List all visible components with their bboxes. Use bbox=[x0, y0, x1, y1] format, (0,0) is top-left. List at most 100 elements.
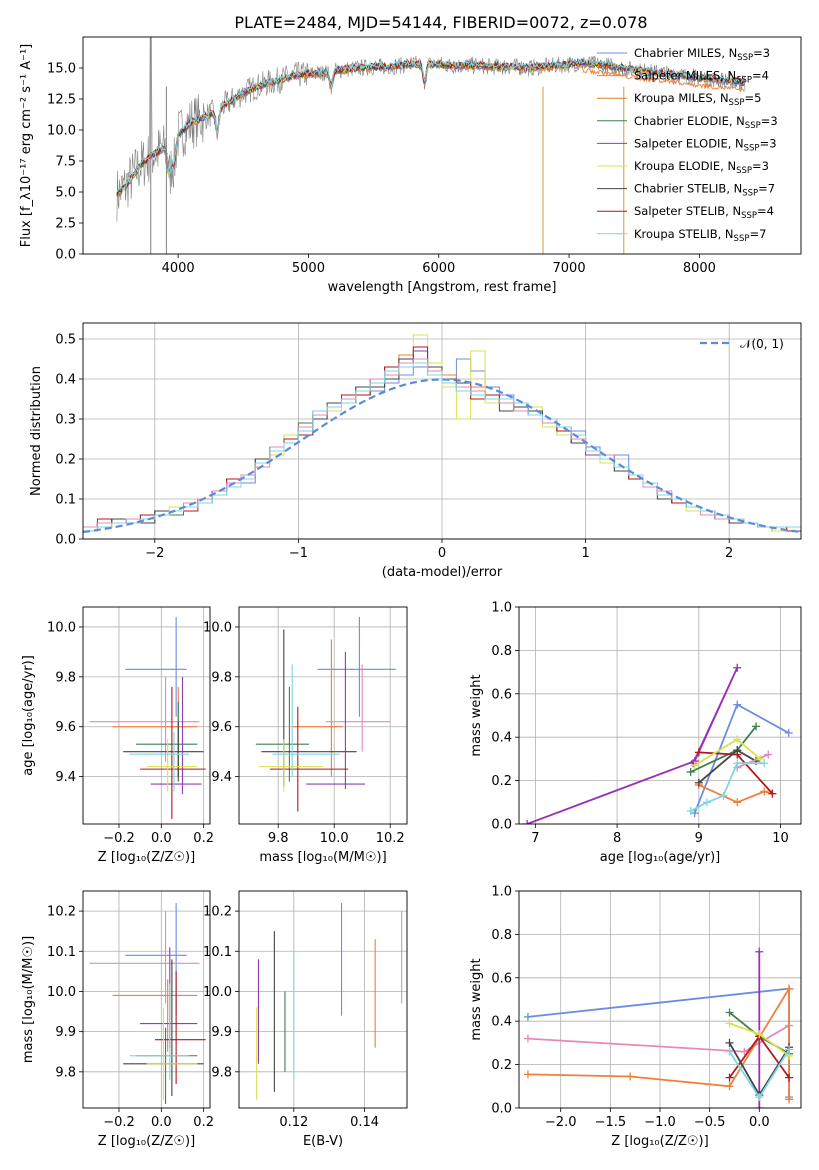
legend-label: Salpeter STELIB, NSSP=4 bbox=[634, 204, 774, 221]
series-marker bbox=[764, 750, 773, 759]
x-tick-label: 9.8 bbox=[268, 831, 289, 846]
x-tick-label: 7 bbox=[531, 831, 539, 846]
x-tick-label: 9 bbox=[695, 831, 703, 846]
series-marker bbox=[626, 1072, 635, 1081]
legend-label-eq: =3 bbox=[753, 46, 770, 60]
series-marker bbox=[523, 1012, 532, 1021]
series-marker bbox=[785, 1073, 794, 1082]
y-tick-label: 9.6 bbox=[211, 720, 232, 735]
axes-frame bbox=[82, 322, 802, 540]
y-tick-label: 2.5 bbox=[55, 217, 76, 232]
x-axis-label: age [log₁₀(age/yr)] bbox=[600, 850, 721, 865]
series-marker bbox=[755, 1030, 764, 1039]
y-tick-label: 0.2 bbox=[491, 774, 512, 789]
y-tick-label: 10.2 bbox=[47, 905, 76, 920]
plot-area bbox=[256, 903, 403, 1100]
x-axis-label: Z [log₁₀(Z/Z☉)] bbox=[611, 1134, 708, 1149]
axes-frame bbox=[238, 606, 408, 825]
series-marker bbox=[686, 806, 695, 815]
legend-label-text: Chabrier STELIB, N bbox=[634, 182, 742, 196]
x-axis-label: Z [log₁₀(Z/Z☉)] bbox=[98, 850, 195, 865]
y-axis-label: mass [log₁₀(M/M☉)] bbox=[21, 936, 36, 1063]
x-tick-label: −0.2 bbox=[103, 831, 135, 846]
y-tick-label: 0.0 bbox=[55, 248, 76, 263]
chart-ebv_vs_mass: 0.12 0.14 9.8 9.9 10.0 10.1 10.2 E(B-V) bbox=[203, 890, 408, 1149]
chart-residuals: −2 −1 0 1 2 0.0 0.1 0.2 0.3 0.4 0.5 (data-model)/er… bbox=[29, 322, 802, 580]
series-marker bbox=[690, 809, 699, 818]
legend-label-sub: SSP bbox=[736, 166, 752, 176]
y-tick-label: 7.5 bbox=[55, 155, 76, 170]
x-axis-label: (data-model)/error bbox=[382, 565, 503, 580]
legend-label: Kroupa ELODIE, NSSP=3 bbox=[634, 159, 769, 176]
y-tick-label: 9.4 bbox=[211, 770, 232, 785]
series-marker bbox=[733, 746, 742, 755]
y-tick-label: 15.0 bbox=[47, 62, 76, 77]
series-marker bbox=[756, 754, 765, 763]
y-tick-label: 0.2 bbox=[55, 453, 76, 468]
legend-label: Chabrier STELIB, NSSP=7 bbox=[634, 182, 775, 199]
plot-area bbox=[523, 663, 793, 824]
legend-label-text: Kroupa MILES, N bbox=[634, 91, 729, 105]
axes-frame bbox=[518, 890, 802, 1109]
legend-label-sub: SSP bbox=[736, 76, 752, 86]
series-marker bbox=[725, 1008, 734, 1017]
figure-title: PLATE=2484, MJD=54144, FIBERID=0072, z=0… bbox=[234, 13, 647, 32]
y-tick-label: 0.8 bbox=[491, 644, 512, 659]
legend-label-eq: =3 bbox=[752, 159, 769, 173]
y-tick-label: 10.1 bbox=[47, 945, 76, 960]
y-tick-label: 9.6 bbox=[55, 720, 76, 735]
legend-label-sub: SSP bbox=[742, 189, 758, 199]
plot-area bbox=[255, 616, 396, 812]
legend-label: Kroupa MILES, NSSP=5 bbox=[634, 91, 761, 108]
plot-area bbox=[89, 616, 206, 820]
y-tick-label: 0.1 bbox=[55, 493, 76, 508]
y-tick-label: 9.8 bbox=[55, 1065, 76, 1080]
y-tick-label: 10.0 bbox=[47, 985, 76, 1000]
y-tick-label: 0.6 bbox=[491, 687, 512, 702]
y-tick-label: 9.8 bbox=[211, 1065, 232, 1080]
series-marker bbox=[694, 748, 703, 757]
series-line bbox=[526, 667, 739, 824]
series-marker bbox=[725, 1038, 734, 1047]
axes-frame bbox=[82, 606, 211, 825]
x-tick-label: 0.14 bbox=[350, 1115, 379, 1130]
y-axis-label: age [log₁₀(age/yr)] bbox=[21, 655, 36, 776]
y-tick-label: 0.4 bbox=[491, 1015, 512, 1030]
y-tick-label: 1.0 bbox=[491, 885, 512, 900]
series-marker bbox=[690, 761, 699, 770]
y-tick-label: 12.5 bbox=[47, 93, 76, 108]
legend-label-eq: =7 bbox=[749, 227, 766, 241]
legend-label-text: Salpeter ELODIE, N bbox=[634, 136, 744, 150]
legend-label-text: Kroupa STELIB, N bbox=[634, 227, 734, 241]
series-marker bbox=[523, 820, 532, 824]
x-tick-label: −1.0 bbox=[644, 1115, 676, 1130]
x-tick-label: 2 bbox=[725, 546, 733, 561]
y-tick-label: 0.4 bbox=[491, 731, 512, 746]
x-tick-label: 0.2 bbox=[193, 1115, 214, 1130]
legend-label-text: Chabrier ELODIE, N bbox=[634, 114, 745, 128]
series-marker bbox=[755, 1093, 764, 1102]
series-marker bbox=[719, 791, 728, 800]
legend-label-text: Salpeter STELIB, N bbox=[634, 204, 741, 218]
y-tick-label: 10.0 bbox=[47, 124, 76, 139]
series-marker bbox=[733, 735, 742, 744]
x-tick-label: 0.0 bbox=[749, 1115, 770, 1130]
legend-label-sub: SSP bbox=[744, 143, 760, 153]
histogram-step bbox=[83, 362, 801, 539]
x-tick-label: 8 bbox=[613, 831, 621, 846]
series-marker bbox=[768, 789, 777, 798]
series-marker bbox=[523, 1070, 532, 1079]
series-marker bbox=[760, 759, 769, 768]
chart-weight_vs_z: −2.0 −1.5 −1.0 −0.5 0.0 0.0 0.2 0.4 0.6 0.8 1.0 Z [… bbox=[469, 885, 802, 1149]
legend-label: Salpeter ELODIE, NSSP=3 bbox=[634, 136, 777, 153]
series-marker bbox=[752, 722, 761, 731]
series-marker bbox=[784, 728, 793, 737]
y-tick-label: 10.0 bbox=[203, 620, 232, 635]
chart-mass_vs_age: 9.8 10.0 10.2 9.4 9.6 9.8 10.0 mass [log₁₀(M/M☉… bbox=[203, 606, 408, 865]
x-tick-label: 0.12 bbox=[279, 1115, 308, 1130]
axes-frame bbox=[238, 890, 408, 1109]
legend-label-eq: =5 bbox=[744, 91, 761, 105]
y-tick-label: 0.2 bbox=[491, 1058, 512, 1073]
plot-area bbox=[83, 334, 801, 539]
x-tick-label: 6000 bbox=[422, 261, 455, 276]
